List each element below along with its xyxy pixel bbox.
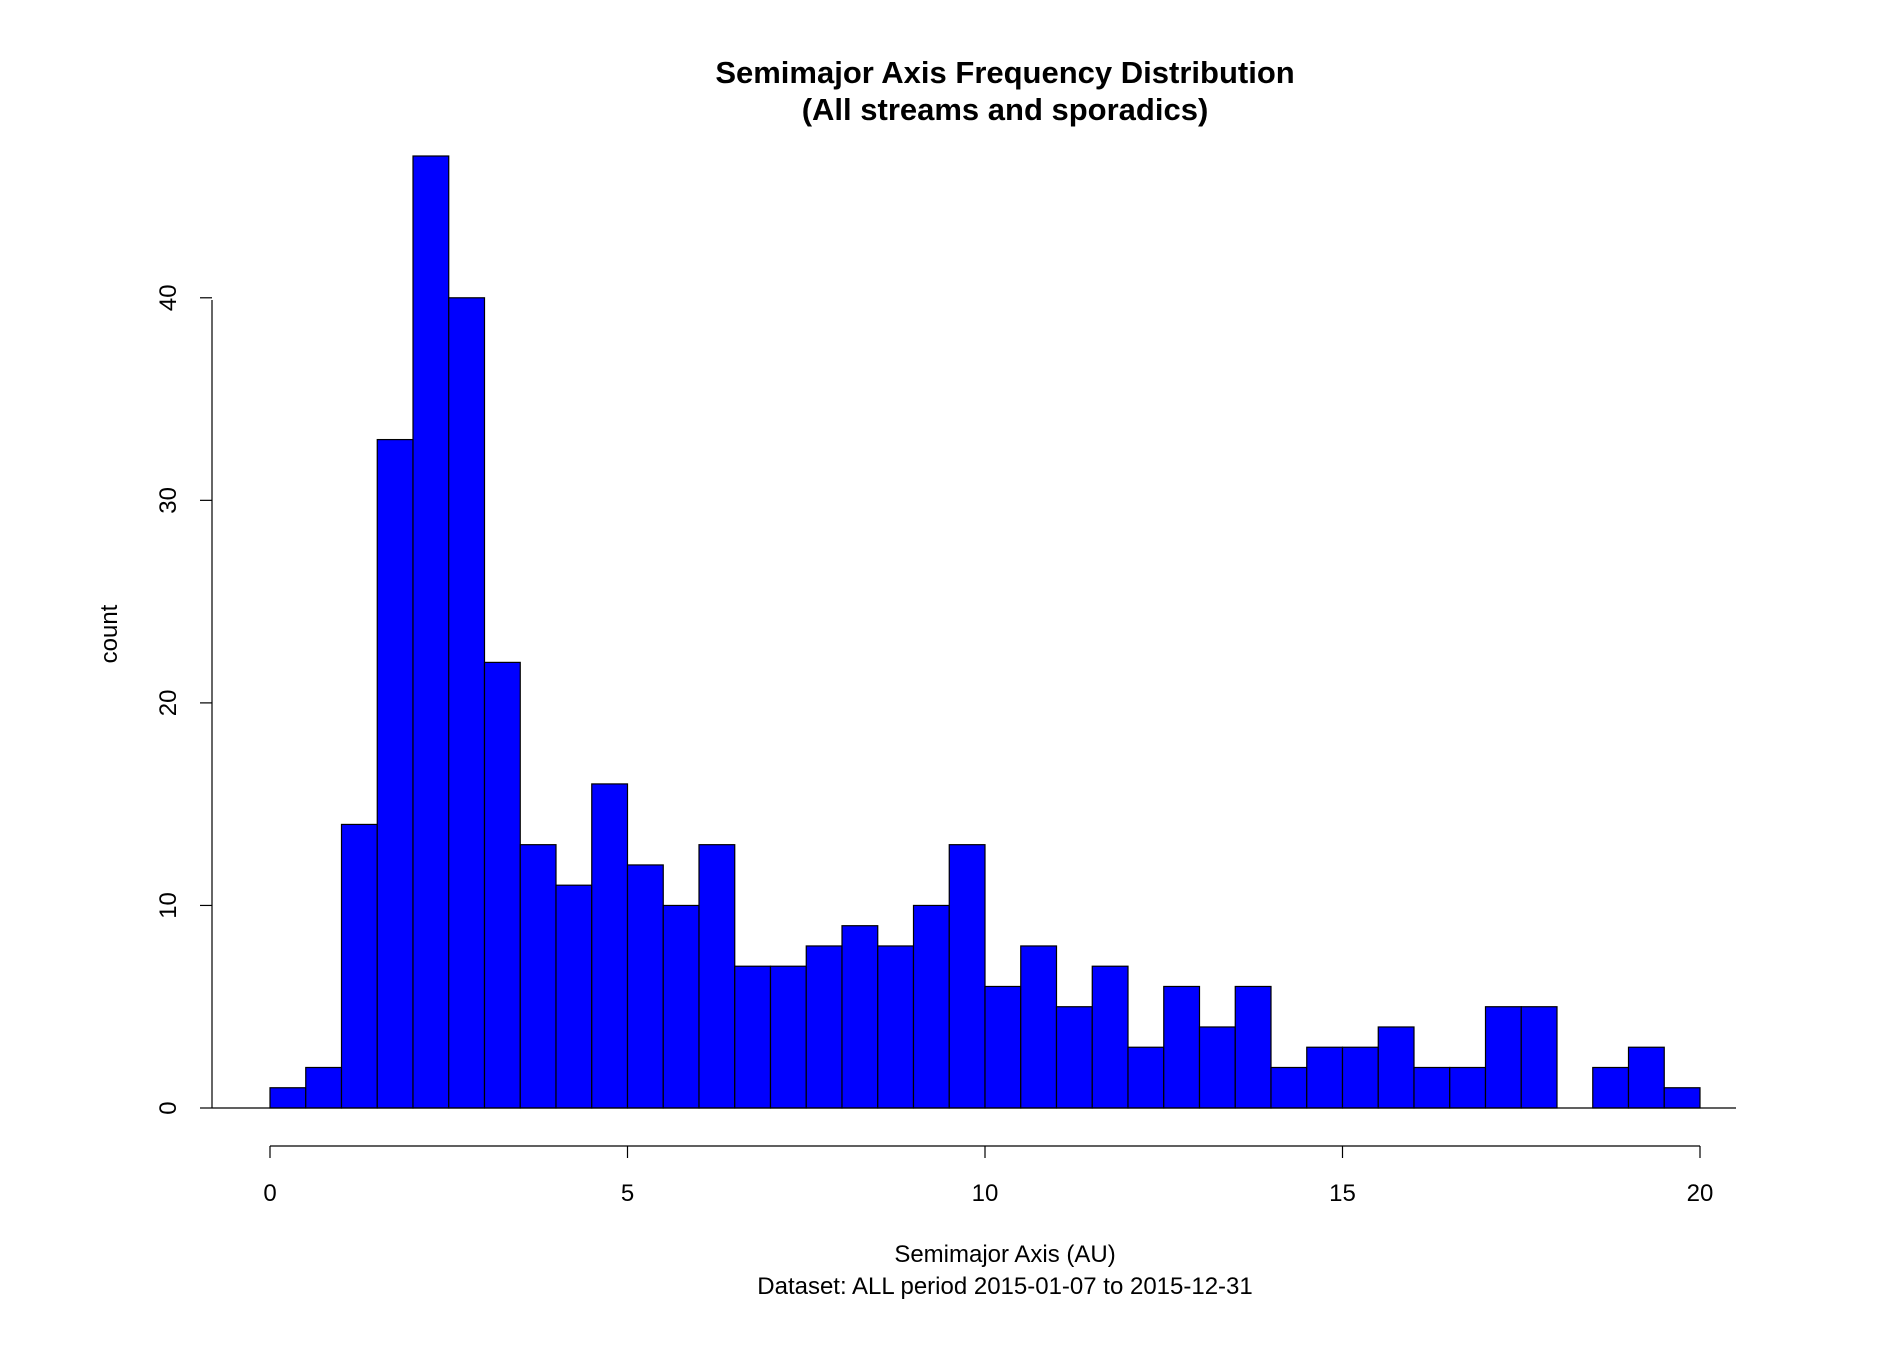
histogram-bar: [1484, 1006, 1522, 1109]
histogram-bar: [626, 864, 664, 1109]
histogram-bar: [340, 823, 378, 1109]
histogram-bar: [1163, 985, 1201, 1109]
histogram-bar: [591, 783, 629, 1109]
histogram-bar: [1377, 1026, 1415, 1109]
chart-subtitle: (All streams and sporadics): [802, 92, 1209, 127]
x-tick-label: 5: [621, 1180, 634, 1207]
histogram-bar: [376, 438, 414, 1109]
histogram-bar: [1413, 1066, 1451, 1109]
histogram-bar: [841, 925, 879, 1109]
y-tick-label: 20: [155, 690, 182, 717]
x-tick-label: 15: [1329, 1180, 1356, 1207]
histogram-bar: [698, 844, 736, 1109]
histogram-bar: [1627, 1046, 1665, 1109]
histogram-bar: [519, 844, 557, 1109]
histogram-bar: [805, 945, 843, 1109]
histogram-bar: [305, 1066, 343, 1109]
histogram-bar: [483, 661, 521, 1109]
histogram-bar: [1520, 1006, 1558, 1109]
y-tick-label: 0: [155, 1101, 182, 1114]
histogram-bar: [734, 965, 772, 1109]
histogram-bar: [912, 904, 950, 1109]
histogram-bar: [1127, 1046, 1165, 1109]
histogram-bars: [269, 155, 1701, 1109]
histogram-bar: [948, 844, 986, 1109]
histogram-bar: [1449, 1066, 1487, 1109]
y-axis-label: count: [96, 604, 123, 663]
histogram-bar: [448, 297, 486, 1109]
x-axis-label: Semimajor Axis (AU): [894, 1241, 1115, 1268]
histogram-bar: [1341, 1046, 1379, 1109]
y-tick-label: 30: [155, 487, 182, 514]
dataset-caption: Dataset: ALL period 2015-01-07 to 2015-1…: [757, 1273, 1252, 1300]
histogram-bar: [1306, 1046, 1344, 1109]
y-tick-label: 10: [155, 892, 182, 919]
y-axis-ticks: 0 10 20 30 40: [155, 284, 212, 1115]
histogram-bar: [769, 965, 807, 1109]
x-tick-label: 20: [1687, 1180, 1714, 1207]
histogram-bar: [1234, 985, 1272, 1109]
histogram-bar: [1055, 1006, 1093, 1109]
histogram-bar: [1270, 1066, 1308, 1109]
x-tick-label: 0: [263, 1180, 276, 1207]
x-axis-ticks: 0 5 10 15 20: [263, 1146, 1713, 1207]
histogram-bar: [1091, 965, 1129, 1109]
histogram-bar: [984, 985, 1022, 1109]
histogram-bar: [662, 904, 700, 1109]
histogram-bar: [412, 155, 450, 1109]
histogram-bar: [1198, 1026, 1236, 1109]
histogram-bar: [1663, 1087, 1701, 1109]
x-tick-label: 10: [972, 1180, 999, 1207]
chart-title: Semimajor Axis Frequency Distribution: [715, 55, 1294, 90]
histogram-bar: [1020, 945, 1058, 1109]
histogram-bar: [269, 1087, 307, 1109]
histogram-bar: [1592, 1066, 1630, 1109]
histogram-bar: [877, 945, 915, 1109]
histogram-bar: [555, 884, 593, 1109]
y-tick-label: 40: [155, 284, 182, 311]
